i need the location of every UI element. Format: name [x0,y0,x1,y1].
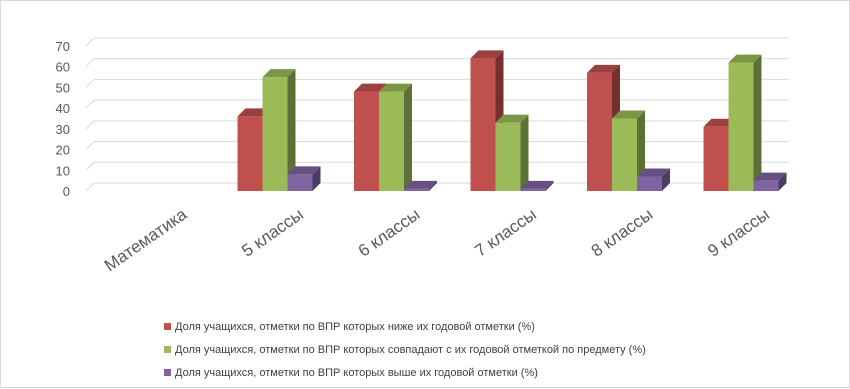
x-axis-labels: Математика 5 классы 6 классы 7 классы 8 клас… [101,204,773,275]
gridline-depth [86,142,94,150]
gridline-depth [86,59,94,67]
gridline-depth [86,183,94,191]
legend-item: Доля учащихся, отметки по ВПР которых вы… [164,367,538,379]
bar [729,55,762,191]
legend-label: Доля учащихся, отметки по ВПР которых ни… [175,321,535,333]
bar [496,115,529,191]
gridline-depth [86,79,94,87]
x-category-label: 6 классы [355,205,424,261]
x-category-label: Математика [101,204,191,275]
y-tick-label: 60 [56,60,70,75]
legend-label: Доля учащихся, отметки по ВПР которых вы… [175,367,538,379]
y-tick-label: 30 [56,122,70,137]
y-axis-ticks: 0 10 20 30 40 50 60 70 [56,39,70,199]
legend-swatch [164,346,171,353]
legend-swatch [164,323,171,330]
gridline-depth [86,100,94,108]
legend-item: Доля учащихся, отметки по ВПР которых со… [164,344,646,356]
x-category-label: 5 классы [238,205,307,261]
y-tick-label: 10 [56,163,70,178]
legend: Доля учащихся, отметки по ВПР которых ни… [164,321,646,379]
legend-swatch [164,369,171,376]
grid [86,38,789,191]
gridline-depth [86,38,94,46]
y-tick-label: 0 [63,184,70,199]
bar [637,169,670,192]
gridline-depth [86,162,94,170]
legend-label: Доля учащихся, отметки по ВПР которых со… [175,344,646,356]
y-tick-label: 20 [56,143,70,158]
legend-item: Доля учащихся, отметки по ВПР которых ни… [164,321,535,333]
y-tick-label: 70 [56,39,70,54]
x-category-label: 8 классы [588,205,657,261]
bar [288,166,321,191]
x-category-label: 9 классы [704,205,773,261]
x-category-label: 7 классы [471,205,540,261]
y-tick-label: 50 [56,80,70,95]
y-tick-label: 40 [56,101,70,116]
bar [379,84,412,191]
gridline-depth [86,121,94,129]
